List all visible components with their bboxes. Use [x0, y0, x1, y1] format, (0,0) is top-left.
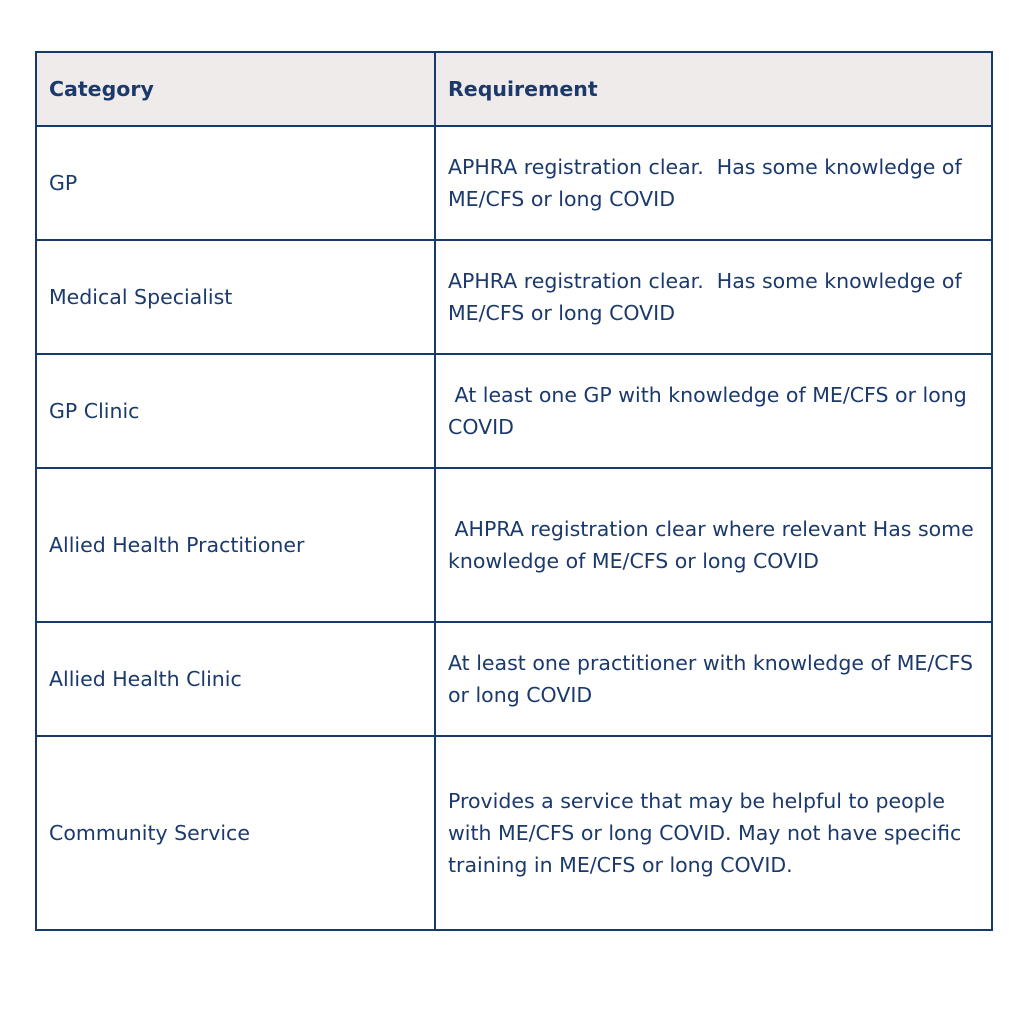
requirement-cell: AHPRA registration clear where relevant …: [434, 467, 993, 623]
category-cell: Community Service: [35, 735, 436, 931]
header-category: Category: [35, 51, 436, 127]
table-row: GP Clinic At least one GP with knowledge…: [35, 353, 993, 469]
table-row: Allied Health Practitioner AHPRA registr…: [35, 467, 993, 623]
category-cell: GP Clinic: [35, 353, 436, 469]
category-cell: Allied Health Practitioner: [35, 467, 436, 623]
category-cell: Allied Health Clinic: [35, 621, 436, 737]
requirement-cell: At least one GP with knowledge of ME/CFS…: [434, 353, 993, 469]
category-cell: Medical Specialist: [35, 239, 436, 355]
requirement-cell: Provides a service that may be helpful t…: [434, 735, 993, 931]
requirement-cell: APHRA registration clear. Has some knowl…: [434, 239, 993, 355]
table-row: Allied Health Clinic At least one practi…: [35, 621, 993, 737]
requirement-cell: At least one practitioner with knowledge…: [434, 621, 993, 737]
table-row: Community Service Provides a service tha…: [35, 735, 993, 931]
requirements-table: Category Requirement GP APHRA registrati…: [35, 51, 993, 931]
header-requirement: Requirement: [434, 51, 993, 127]
table-row: GP APHRA registration clear. Has some kn…: [35, 125, 993, 241]
requirement-cell: APHRA registration clear. Has some knowl…: [434, 125, 993, 241]
header-row: Category Requirement: [35, 51, 993, 127]
table-row: Medical Specialist APHRA registration cl…: [35, 239, 993, 355]
category-cell: GP: [35, 125, 436, 241]
